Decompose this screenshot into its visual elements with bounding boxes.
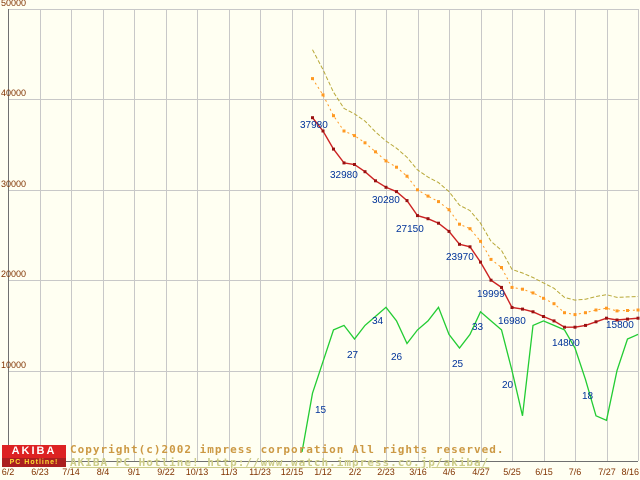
y-axis-label: 30000 [1,179,27,189]
series-lowest-price [311,116,640,329]
site-link[interactable]: AKIBA PC Hotline! http://www.watch.impre… [70,456,490,469]
price-label: 30280 [372,195,400,206]
x-axis-label: 10/13 [185,467,209,477]
x-axis-label: 4/27 [472,467,490,477]
price-label: 19999 [477,289,505,300]
shop-count-label: 33 [472,322,484,333]
y-axis-label: 10000 [1,360,27,370]
shop-count-label: 20 [502,380,514,391]
shop-count-label: 26 [391,352,403,363]
copyright-text: Copyright(c)2002 impress corporation All… [70,443,505,456]
x-axis-label: 4/6 [442,467,456,477]
x-axis-label: 5/25 [503,467,521,477]
price-label: 16980 [498,316,526,327]
x-axis-label: 11/3 [220,467,238,477]
x-axis-label: 6/15 [535,467,553,477]
x-axis-label: 2/23 [377,467,395,477]
akiba-logo-subtitle: PC Hotline! [2,458,66,467]
series-highest-price [312,49,639,301]
x-axis-label: 8/4 [96,467,110,477]
price-label: 14800 [552,338,580,349]
x-axis-label: 11/23 [249,467,271,477]
x-axis-label: 12/15 [280,467,304,477]
y-axis-label: 20000 [1,269,27,279]
x-axis-label: 1/12 [314,467,332,477]
akiba-logo-title: AKIBA [2,445,66,458]
x-axis-label: 7/27 [598,467,616,477]
x-axis-label: 3/16 [409,467,427,477]
akiba-logo[interactable]: AKIBA PC Hotline! [2,445,66,467]
series-average-price [311,77,640,317]
chart-plot-area [8,9,640,462]
series-shop-count [301,305,639,453]
footer: AKIBA PC Hotline! Copyright(c)2002 impre… [0,442,640,469]
x-axis-label: 6/23 [31,467,49,477]
shop-count-label: 15 [315,405,327,416]
footer-text: Copyright(c)2002 impress corporation All… [70,442,640,469]
shop-count-label: 18 [582,391,594,402]
x-axis-label: 6/2 [1,467,15,477]
price-label: 32980 [330,170,358,181]
grid-lines [8,9,639,462]
shop-count-label: 25 [452,359,464,370]
x-axis-label: 9/1 [127,467,141,477]
y-axis-label: 40000 [1,88,27,98]
x-axis-label: 8/16 [621,467,639,477]
shop-count-label: 27 [347,350,359,361]
price-label: 27150 [396,224,424,235]
y-axis-label: 50000 [1,0,27,8]
price-label: 37980 [300,120,328,131]
x-axis-label: 2/2 [348,467,362,477]
shop-count-label: 34 [372,316,384,327]
price-label: 15800 [606,320,634,331]
x-axis-label: 7/6 [568,467,582,477]
price-label: 23970 [446,252,474,263]
x-axis-label: 9/22 [157,467,175,477]
x-axis-label: 7/14 [62,467,80,477]
